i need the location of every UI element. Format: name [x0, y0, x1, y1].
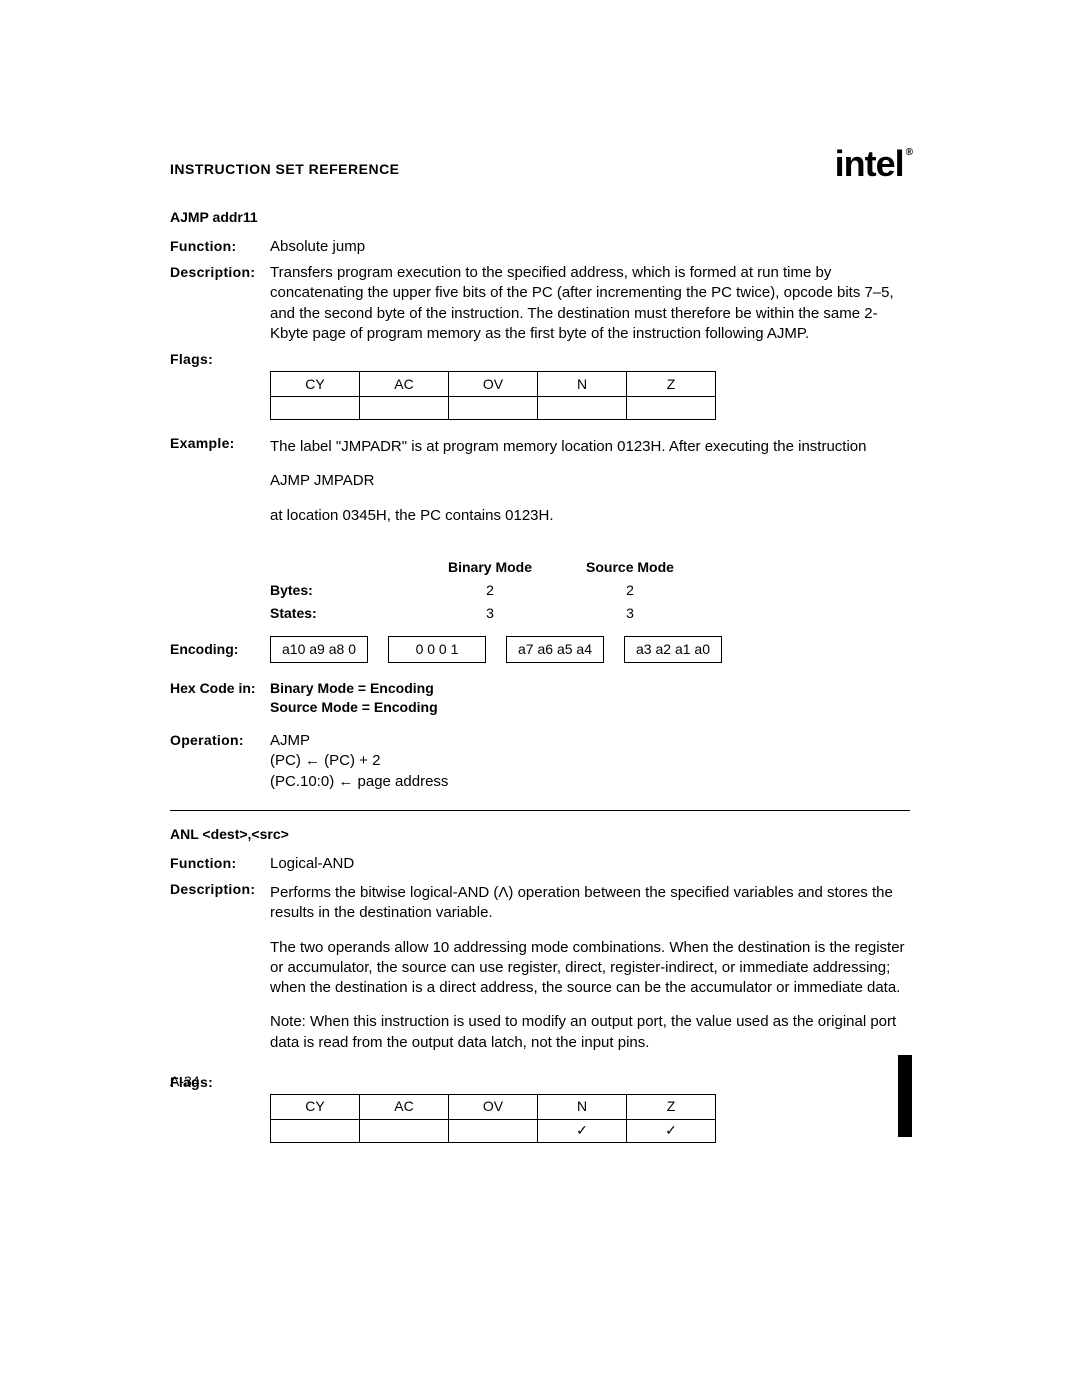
- ajmp-description-row: Description: Transfers program execution…: [170, 263, 910, 344]
- page-number: A-34: [170, 1072, 200, 1091]
- flag-header: N: [538, 372, 627, 397]
- bytes-label: Bytes:: [270, 579, 420, 602]
- flag-header: Z: [627, 372, 716, 397]
- operation-row: Operation: AJMP (PC) ← (PC) + 2 (PC.10:0…: [170, 731, 910, 792]
- flag-header: CY: [271, 372, 360, 397]
- table-row: CY AC OV N Z: [271, 1094, 716, 1119]
- hexcode-text1: Binary Mode = Encoding: [270, 679, 434, 698]
- table-row: Bytes: 2 2: [270, 579, 700, 602]
- intel-logo-text: intel: [835, 143, 904, 184]
- flag-value: [449, 397, 538, 420]
- intel-logo: intel®: [835, 143, 910, 184]
- anl-heading: ANL <dest>,<src>: [170, 825, 910, 844]
- table-row: [271, 397, 716, 420]
- page-header-left: INSTRUCTION SET REFERENCE: [170, 160, 400, 179]
- states-label: States:: [270, 602, 420, 625]
- example-label: Example:: [170, 434, 270, 453]
- ajmp-flags-table: CY AC OV N Z: [270, 371, 716, 420]
- description-label: Description:: [170, 880, 270, 899]
- table-row: ✓ ✓: [271, 1119, 716, 1142]
- hexcode-text2: Source Mode = Encoding: [270, 698, 438, 717]
- function-value: Absolute jump: [270, 237, 910, 257]
- flag-value: [538, 397, 627, 420]
- flag-value: ✓: [538, 1119, 627, 1142]
- table-row: Binary Mode Source Mode: [270, 556, 700, 579]
- bytes-states-block: Binary Mode Source Mode Bytes: 2 2 State…: [170, 556, 910, 625]
- flag-value: [360, 397, 449, 420]
- bytes-binary: 2: [420, 579, 560, 602]
- margin-tab-icon: [898, 1055, 912, 1137]
- anl-section: ANL <dest>,<src> Function: Logical-AND D…: [170, 825, 910, 1143]
- operation-line1: AJMP: [270, 731, 910, 751]
- source-mode-header: Source Mode: [560, 556, 700, 579]
- description-value: Transfers program execution to the speci…: [270, 263, 910, 344]
- example-text2: at location 0345H, the PC contains 0123H…: [270, 506, 910, 526]
- flag-header: OV: [449, 1094, 538, 1119]
- anl-desc-p2: The two operands allow 10 addressing mod…: [270, 938, 910, 999]
- description-value: Performs the bitwise logical-AND (Λ) ope…: [270, 880, 910, 1067]
- page-header-right: intel®: [835, 140, 910, 189]
- anl-description-row: Description: Performs the bitwise logica…: [170, 880, 910, 1067]
- flags-label: Flags:: [170, 350, 270, 369]
- example-code: AJMP JMPADR: [270, 471, 910, 491]
- flag-header: N: [538, 1094, 627, 1119]
- anl-flags-row: Flags:: [170, 1073, 910, 1092]
- function-label: Function:: [170, 237, 270, 256]
- flag-header: Z: [627, 1094, 716, 1119]
- flag-header: OV: [449, 372, 538, 397]
- operation-label: Operation:: [170, 731, 270, 750]
- blank-label: [170, 698, 270, 717]
- ajmp-flags-row: Flags:: [170, 350, 910, 369]
- flag-header: CY: [271, 1094, 360, 1119]
- operation-line3: (PC.10:0) ← page address: [270, 772, 910, 792]
- ajmp-heading: AJMP addr11: [170, 208, 910, 227]
- function-value: Logical-AND: [270, 854, 910, 874]
- ajmp-example-row: Example: The label "JMPADR" is at progra…: [170, 434, 910, 540]
- flag-value: [627, 397, 716, 420]
- encoding-cell: a7 a6 a5 a4: [506, 636, 604, 663]
- anl-function-row: Function: Logical-AND: [170, 854, 910, 874]
- flag-value: [271, 397, 360, 420]
- example-text1: The label "JMPADR" is at program memory …: [270, 437, 910, 457]
- hexcode-row2: Source Mode = Encoding: [170, 698, 910, 717]
- section-divider: [170, 810, 910, 811]
- flag-value: [271, 1119, 360, 1142]
- encoding-row: Encoding: a10 a9 a8 0 0 0 0 1 a7 a6 a5 a…: [170, 636, 910, 663]
- anl-flags-table: CY AC OV N Z ✓ ✓: [270, 1094, 716, 1143]
- ajmp-function-row: Function: Absolute jump: [170, 237, 910, 257]
- example-value: The label "JMPADR" is at program memory …: [270, 434, 910, 540]
- function-label: Function:: [170, 854, 270, 873]
- encoding-cell: a10 a9 a8 0: [270, 636, 368, 663]
- operation-value: AJMP (PC) ← (PC) + 2 (PC.10:0) ← page ad…: [270, 731, 910, 792]
- binary-mode-header: Binary Mode: [420, 556, 560, 579]
- flag-header: AC: [360, 1094, 449, 1119]
- anl-desc-p1: Performs the bitwise logical-AND (Λ) ope…: [270, 883, 910, 924]
- encoding-cell: a3 a2 a1 a0: [624, 636, 722, 663]
- table-row: CY AC OV N Z: [271, 372, 716, 397]
- states-binary: 3: [420, 602, 560, 625]
- table-row: States: 3 3: [270, 602, 700, 625]
- ajmp-section: AJMP addr11 Function: Absolute jump Desc…: [170, 208, 910, 792]
- encoding-cell: 0 0 0 1: [388, 636, 486, 663]
- page: INSTRUCTION SET REFERENCE intel® AJMP ad…: [0, 0, 1080, 1397]
- encoding-label: Encoding:: [170, 640, 270, 659]
- flag-value: [449, 1119, 538, 1142]
- flag-value: ✓: [627, 1119, 716, 1142]
- encoding-cells: a10 a9 a8 0 0 0 0 1 a7 a6 a5 a4 a3 a2 a1…: [270, 636, 722, 663]
- hexcode-row: Hex Code in: Binary Mode = Encoding: [170, 679, 910, 698]
- registered-icon: ®: [906, 147, 912, 158]
- operation-line2: (PC) ← (PC) + 2: [270, 751, 910, 771]
- flag-header: AC: [360, 372, 449, 397]
- blank-cell: [270, 556, 420, 579]
- states-source: 3: [560, 602, 700, 625]
- description-label: Description:: [170, 263, 270, 282]
- anl-desc-p3: Note: When this instruction is used to m…: [270, 1012, 910, 1053]
- bytes-source: 2: [560, 579, 700, 602]
- bytes-states-table: Binary Mode Source Mode Bytes: 2 2 State…: [270, 556, 700, 625]
- flag-value: [360, 1119, 449, 1142]
- hexcode-label: Hex Code in:: [170, 679, 270, 698]
